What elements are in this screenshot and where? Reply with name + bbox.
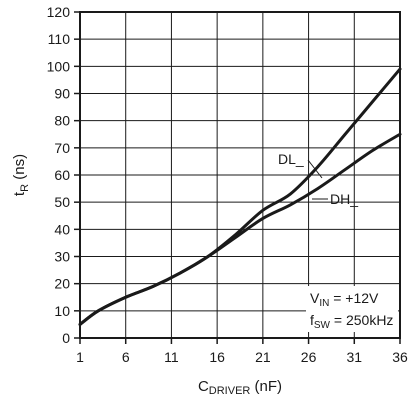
x-axis-title-main: C <box>198 378 209 395</box>
y-tick-label-10: 10 <box>54 303 70 319</box>
y-tick-label-0: 0 <box>62 330 70 346</box>
y-tick-label-60: 60 <box>54 167 70 183</box>
annotation-fsw: fSW = 250kHz <box>310 312 393 331</box>
x-tick-label-11: 11 <box>164 349 179 365</box>
y-tick-label-90: 90 <box>54 86 70 102</box>
fsw-sub: SW <box>314 320 331 331</box>
annotation-vin: VIN = +12V <box>310 290 379 309</box>
x-tick-label-36: 36 <box>392 349 408 365</box>
y-tick-label-120: 120 <box>47 4 71 20</box>
plot-frame <box>79 11 401 339</box>
annotation-background <box>306 286 398 332</box>
x-tick-label-6: 6 <box>122 349 130 365</box>
fsw-main: f <box>310 312 314 328</box>
y-tick-label-70: 70 <box>54 140 70 156</box>
y-axis-title: tR (ns) <box>11 154 31 196</box>
y-tick-label-30: 30 <box>54 249 70 265</box>
y-tick-label-80: 80 <box>54 113 70 129</box>
x-tick-label-16: 16 <box>209 349 225 365</box>
y-tick-label-50: 50 <box>54 194 70 210</box>
x-axis-title: CDRIVER (nF) <box>198 378 282 397</box>
x-tick-labels: 1 6 11 16 21 26 31 36 <box>76 349 408 365</box>
y-axis-title-unit: (ns) <box>11 154 28 184</box>
vin-sub: IN <box>319 298 329 309</box>
vin-main: V <box>310 290 320 306</box>
y-tick-label-40: 40 <box>54 221 70 237</box>
series-label-dl: DL_ <box>278 151 304 167</box>
y-tick-label-20: 20 <box>54 276 70 292</box>
x-axis-title-sub: DRIVER <box>209 385 251 397</box>
y-axis-title-main: t <box>11 191 28 196</box>
dl-leader-line <box>307 159 323 179</box>
vin-value: = +12V <box>329 290 379 306</box>
fsw-value: = 250kHz <box>330 312 393 328</box>
x-tick-label-21: 21 <box>255 349 271 365</box>
x-tick-label-26: 26 <box>301 349 317 365</box>
y-tick-label-100: 100 <box>47 58 71 74</box>
x-tick-label-1: 1 <box>76 349 84 365</box>
series-line-dh <box>78 132 402 326</box>
x-tick-label-31: 31 <box>346 349 362 365</box>
y-axis-title-sub: R <box>19 184 31 192</box>
y-tick-labels: 0 10 20 30 40 50 60 70 80 90 100 110 120 <box>47 4 71 346</box>
series-label-dh: DH_ <box>330 191 358 207</box>
series-lines <box>78 67 402 326</box>
y-tick-label-110: 110 <box>48 31 71 47</box>
x-axis-title-unit: (nF) <box>250 378 282 395</box>
